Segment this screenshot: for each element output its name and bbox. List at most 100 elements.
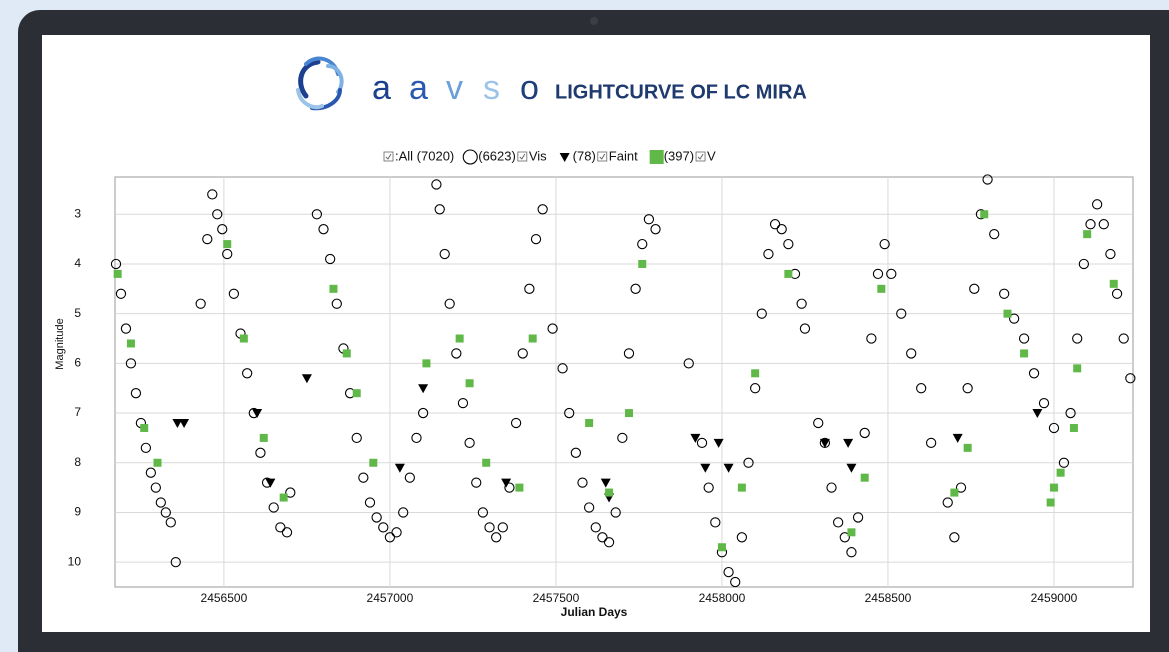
point — [650, 224, 661, 235]
point — [228, 288, 240, 299]
x-tick-label: 2457500 — [533, 591, 580, 605]
point — [859, 427, 870, 439]
y-tick-label: 3 — [74, 206, 81, 220]
point — [207, 189, 218, 200]
point — [590, 522, 601, 533]
legend-count: (397) — [664, 148, 694, 163]
point — [1049, 483, 1058, 492]
logo-letter: a — [409, 69, 428, 107]
point — [547, 323, 558, 334]
point — [484, 522, 495, 533]
point — [1111, 288, 1123, 299]
point — [736, 532, 748, 543]
point — [537, 204, 548, 215]
point — [145, 467, 157, 478]
point — [769, 219, 781, 230]
point — [1028, 368, 1040, 379]
chart-title: LIGHTCURVE OF LC MIRA — [555, 81, 807, 103]
point — [703, 482, 714, 493]
point — [570, 447, 582, 458]
logo-letter: v — [446, 69, 463, 107]
point — [1008, 313, 1020, 324]
legend: :All (7020) (6623) Vis (78) Faint (397) V — [383, 148, 716, 165]
point — [431, 179, 442, 190]
point — [700, 463, 711, 473]
legend-checkbox — [517, 151, 528, 162]
point — [723, 566, 734, 578]
point — [126, 339, 135, 348]
x-tick-label: 2458000 — [699, 591, 746, 605]
point — [482, 458, 491, 467]
point — [371, 512, 382, 523]
point — [743, 457, 754, 468]
point — [150, 482, 161, 493]
point — [866, 333, 877, 344]
point — [1038, 397, 1050, 409]
legend-checkbox — [383, 151, 394, 162]
point — [241, 368, 253, 379]
point — [643, 214, 655, 225]
y-tick-label: 7 — [74, 405, 81, 419]
point — [524, 283, 535, 294]
point — [279, 493, 288, 502]
point — [1069, 423, 1078, 432]
point — [170, 557, 181, 568]
point — [1020, 349, 1029, 358]
point — [530, 233, 542, 245]
point — [630, 283, 641, 294]
point — [477, 507, 489, 518]
y-tick-label: 5 — [74, 306, 81, 320]
point — [925, 437, 937, 449]
legend-name: V — [707, 148, 716, 163]
point — [417, 407, 429, 419]
point — [464, 437, 475, 449]
point — [1078, 258, 1090, 270]
point — [1085, 219, 1096, 230]
point — [730, 576, 741, 588]
y-tick-label: 6 — [74, 356, 81, 370]
point — [471, 477, 482, 488]
point — [451, 348, 462, 359]
legend-name: Vis — [529, 148, 547, 163]
x-tick-label: 2459000 — [1031, 591, 1078, 605]
point — [318, 224, 329, 235]
point — [637, 238, 648, 250]
point — [1032, 409, 1043, 419]
point — [942, 497, 953, 508]
point — [457, 397, 469, 409]
point — [391, 527, 402, 538]
point — [331, 298, 342, 309]
point — [638, 259, 647, 268]
point — [113, 269, 122, 278]
legend-count: (78) — [573, 148, 596, 163]
legend-checkbox — [597, 151, 608, 162]
point — [172, 419, 183, 428]
point — [603, 537, 615, 548]
point — [329, 284, 338, 293]
point — [465, 379, 474, 388]
point — [843, 438, 854, 448]
point — [776, 224, 787, 235]
point — [963, 443, 972, 452]
legend-name: Faint — [609, 148, 638, 163]
point — [600, 478, 611, 488]
point — [1125, 373, 1136, 384]
point — [140, 423, 149, 432]
point — [1046, 498, 1055, 507]
point — [949, 532, 960, 543]
point — [110, 258, 122, 270]
point — [605, 488, 614, 497]
point — [860, 473, 869, 482]
point — [1098, 219, 1109, 230]
y-tick-label: 4 — [74, 256, 81, 270]
point — [501, 478, 512, 488]
point — [624, 409, 633, 418]
point — [455, 334, 464, 343]
point — [342, 349, 351, 358]
point — [846, 547, 857, 558]
point — [510, 417, 522, 429]
point — [217, 224, 228, 235]
point — [384, 532, 396, 543]
point — [223, 240, 232, 249]
legend-count: (6623) — [478, 148, 516, 163]
